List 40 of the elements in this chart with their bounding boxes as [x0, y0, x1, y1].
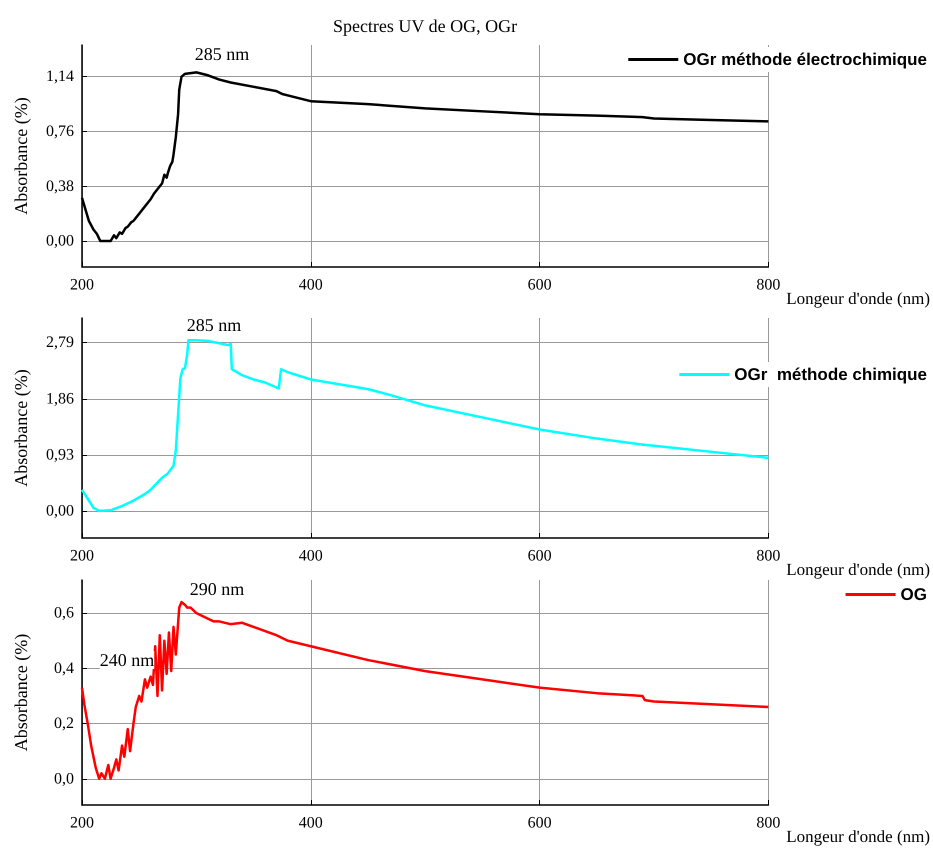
y-tick-label: 2,79 — [46, 334, 74, 352]
y-tick-label: 1,14 — [46, 68, 74, 86]
x-axis-title: Longeur d'onde (nm) — [786, 560, 930, 579]
x-tick-label: 200 — [70, 276, 94, 294]
y-tick-label: 0,00 — [46, 232, 74, 250]
legend-label: OG — [900, 585, 928, 604]
y-axis-title: Absorbance (%) — [11, 97, 31, 215]
x-axis-title: Longeur d'onde (nm) — [786, 827, 930, 846]
x-axis-title: Longeur d'onde (nm) — [786, 289, 930, 308]
legend-label: OGr méthode chimique — [734, 365, 928, 384]
y-axis-title: Absorbance (%) — [11, 369, 31, 487]
annotation: 240 nm — [100, 650, 154, 670]
line-series — [80, 600, 770, 780]
y-tick-label: 0,93 — [46, 446, 74, 464]
y-tick-label: 0,00 — [46, 502, 74, 520]
y-tick-label: 0,38 — [46, 178, 74, 195]
annotation: 290 nm — [190, 579, 244, 599]
y-tick-label: 0,0 — [54, 770, 74, 788]
x-tick-label: 800 — [756, 548, 780, 564]
y-tick-label: 0,6 — [54, 604, 74, 622]
legend-label: OGr méthode électrochimique — [683, 50, 928, 69]
y-axis-title: Absorbance (%) — [11, 634, 31, 752]
x-tick-label: 600 — [528, 276, 552, 294]
y-tick-label: 1,86 — [46, 390, 74, 408]
y-tick-label: 0,2 — [54, 715, 74, 732]
annotation: 285 nm — [194, 44, 250, 64]
y-tick-label: 0,4 — [54, 660, 74, 677]
x-tick-label: 800 — [756, 814, 780, 832]
x-tick-label: 600 — [528, 548, 552, 564]
line-series — [80, 339, 770, 512]
x-tick-label: 600 — [528, 814, 552, 832]
annotation: 285 nm — [186, 315, 242, 335]
x-tick-label: 200 — [70, 548, 94, 564]
x-tick-label: 400 — [298, 276, 323, 294]
x-tick-label: 800 — [756, 276, 780, 294]
x-tick-label: 400 — [298, 814, 323, 832]
x-tick-label: 200 — [70, 814, 94, 832]
y-tick-label: 0,76 — [46, 122, 74, 140]
chart-title: Spectres UV de OG, OGr — [332, 16, 518, 36]
x-tick-label: 400 — [298, 548, 323, 564]
